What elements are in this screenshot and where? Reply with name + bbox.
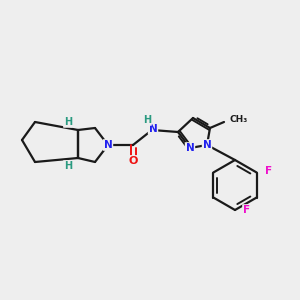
Text: CH₃: CH₃ xyxy=(230,116,248,124)
Text: H: H xyxy=(64,117,72,127)
Text: F: F xyxy=(243,205,250,215)
Text: N: N xyxy=(148,124,158,134)
Text: H: H xyxy=(64,161,72,171)
Text: N: N xyxy=(186,143,194,153)
Text: H: H xyxy=(143,115,151,125)
Text: N: N xyxy=(202,140,211,150)
Text: O: O xyxy=(128,156,138,166)
Text: N: N xyxy=(103,140,112,150)
Text: F: F xyxy=(265,166,272,176)
